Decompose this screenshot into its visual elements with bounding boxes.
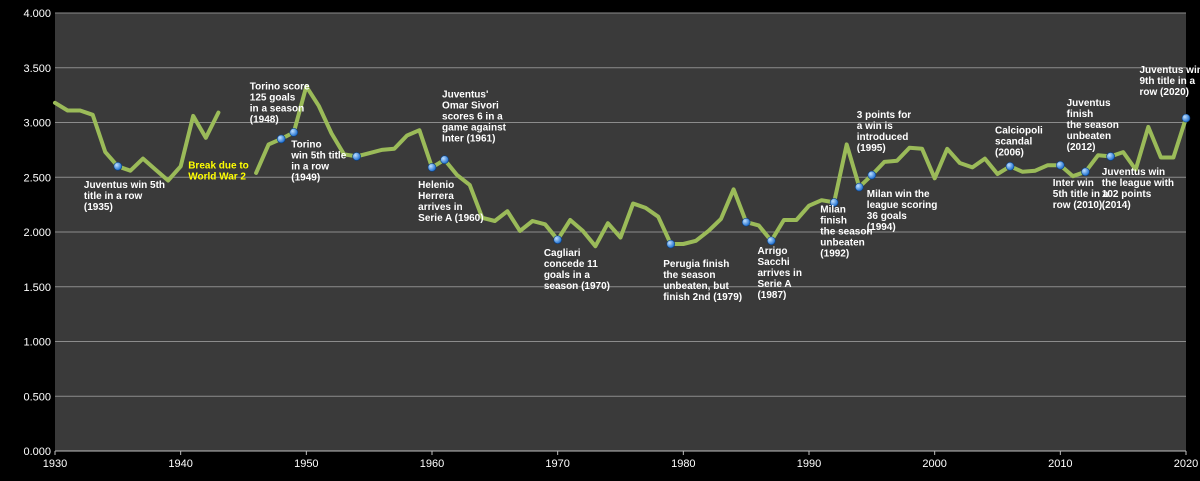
x-tick-label: 1950	[294, 458, 318, 470]
event-annotation: Milan win the league scoring 36 goals (1994…	[867, 189, 938, 233]
x-tick-label: 2020	[1174, 458, 1198, 470]
event-annotation: Milan finish the season unbeaten (1992)	[820, 204, 872, 259]
event-marker	[427, 163, 437, 172]
event-annotation: Break due to World War 2	[188, 160, 249, 182]
event-marker	[1081, 167, 1090, 177]
series-line-segment	[53, 100, 221, 183]
event-marker	[352, 152, 361, 161]
event-marker	[289, 128, 299, 137]
x-axis-labels: 1930 1940 1950 1960 1970 1980 1990 2000 2010 2020	[43, 458, 1198, 470]
event-marker	[666, 239, 676, 249]
event-marker	[867, 170, 877, 180]
event-marker	[1005, 162, 1015, 171]
x-tick-label: 1960	[420, 458, 444, 470]
series-line-segment	[254, 84, 1188, 249]
event-marker	[741, 217, 751, 227]
event-marker	[276, 134, 286, 144]
event-marker	[766, 236, 776, 246]
event-annotation: Juventus win 9th title in a row (2020)	[1140, 65, 1200, 98]
event-annotation: Juventus' Omar Sivori scores 6 in a game ag…	[442, 89, 507, 144]
x-tick-label: 2010	[1048, 458, 1072, 470]
x-tick-label: 1970	[545, 458, 569, 470]
y-tick-label: 1.500	[23, 282, 51, 294]
event-annotation: Calciopoli scandal (2006)	[995, 125, 1043, 158]
event-annotation: Helenio Herrera arrives in Serie A (1960)	[418, 180, 483, 224]
y-tick-label: 1.000	[23, 337, 51, 349]
gridlines	[54, 12, 1187, 455]
event-marker	[1056, 160, 1065, 170]
y-tick-label: 0.500	[23, 391, 51, 403]
event-annotation: Juventus finish the season unbeaten (2012)	[1067, 98, 1119, 153]
event-marker	[440, 155, 449, 165]
event-annotation: Juventus win the league with 102 points (20…	[1102, 167, 1174, 211]
y-axis-labels: 0.000 0.500 1.000 1.500 2.000 2.500 3.000 3.500…	[23, 8, 51, 458]
x-tick-label: 1930	[43, 458, 67, 470]
event-annotation: Perugia finish the season unbeaten, but fin…	[663, 259, 742, 303]
event-annotation: Torino score 125 goals in a season (1948)	[250, 82, 310, 126]
event-annotation: Inter win 5th title in a row (2010)	[1053, 178, 1109, 211]
x-tick-label: 1990	[797, 458, 821, 470]
event-annotation: Arrigo Sacchi arrives in Serie A (1987)	[757, 246, 801, 301]
y-tick-label: 2.000	[23, 227, 51, 239]
event-marker	[854, 182, 864, 192]
x-tick-label: 1940	[168, 458, 192, 470]
event-marker	[113, 162, 123, 171]
event-marker	[553, 235, 562, 244]
y-tick-label: 2.500	[23, 172, 51, 184]
event-marker	[829, 198, 839, 207]
event-marker	[1106, 152, 1115, 161]
x-tick-label: 2000	[922, 458, 946, 470]
event-annotation: Juventus win 5th title in a row (1935)	[84, 180, 165, 213]
x-tick-label: 1980	[671, 458, 695, 470]
event-annotation: 3 points for a win is introduced (1995)	[857, 110, 912, 154]
event-annotation: Torino win 5th title in a row (1949)	[290, 140, 346, 184]
y-tick-label: 4.000	[23, 8, 51, 20]
event-marker	[1181, 113, 1191, 123]
event-annotation: Cagliari concede 11 goals in a season (1970…	[544, 248, 610, 292]
annotations: Juventus win 5th title in a row (1935) Brea…	[84, 65, 1200, 303]
y-tick-label: 3.500	[23, 63, 51, 75]
y-tick-label: 0.000	[23, 446, 51, 458]
series-line	[53, 84, 1188, 249]
y-tick-label: 3.000	[23, 118, 51, 130]
event-markers	[113, 113, 1191, 249]
